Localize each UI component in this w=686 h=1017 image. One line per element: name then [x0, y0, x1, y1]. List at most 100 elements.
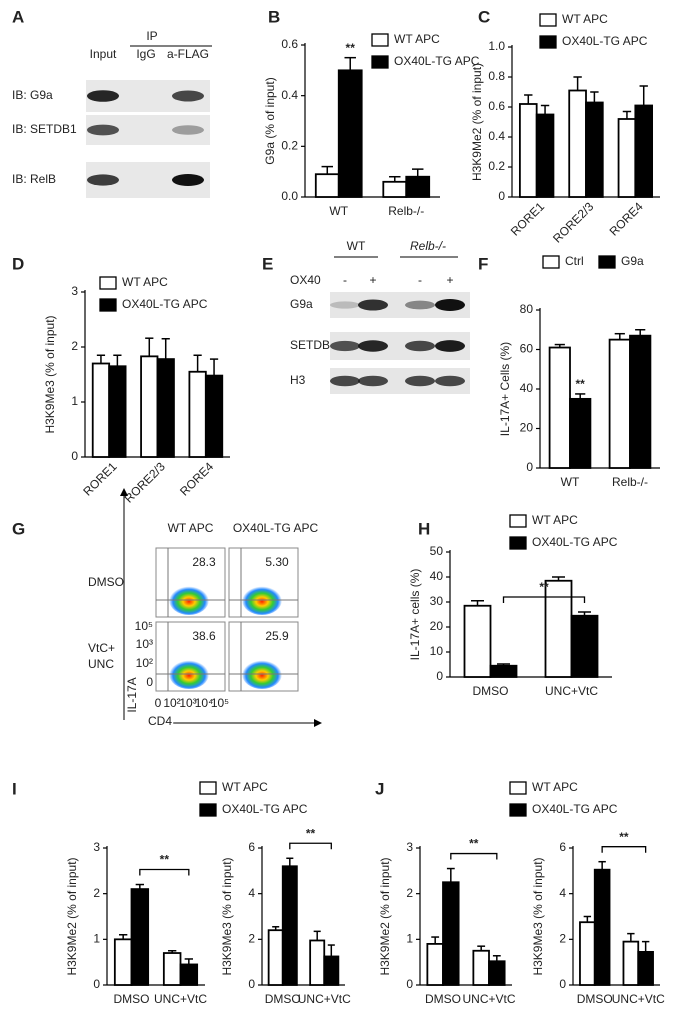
significance: **	[576, 377, 586, 391]
bar	[113, 938, 133, 986]
y-axis-label: IL-17A+ cells (%)	[408, 569, 422, 661]
x-tick-label: RORE4	[177, 459, 216, 498]
x-tick-label: RORE2/3	[122, 459, 168, 505]
panel-label: F	[478, 254, 488, 273]
legend-label: OX40L-TG APC	[532, 802, 618, 816]
y-tick-label: 0.0	[281, 189, 298, 203]
x-tick-label: Relb-/-	[612, 475, 648, 489]
significance: **	[539, 580, 549, 594]
legend-label: OX40L-TG APC	[394, 54, 480, 68]
y-tick-label: 10²	[136, 656, 153, 670]
blot-band	[330, 340, 360, 352]
bar	[544, 579, 573, 678]
legend-swatch	[509, 514, 527, 528]
panel-label: E	[262, 254, 273, 273]
bar	[442, 881, 460, 986]
y-tick-label: 0.6	[488, 99, 505, 113]
blot-band	[172, 90, 204, 102]
legend-label: OX40L-TG APC	[532, 535, 618, 549]
y-tick-label: 1	[71, 394, 78, 408]
bar	[337, 69, 363, 198]
bar	[382, 180, 408, 198]
significance: **	[619, 830, 629, 844]
blot-band	[87, 90, 119, 102]
legend-swatch	[509, 803, 527, 817]
bar	[267, 929, 284, 986]
legend-label: WT APC	[532, 780, 578, 794]
panel-label: H	[418, 519, 430, 538]
legend-label: WT APC	[532, 513, 578, 527]
bar	[463, 604, 492, 678]
y-tick-label: 2	[406, 886, 413, 900]
lane-label: Input	[90, 47, 117, 61]
blot-band	[330, 301, 360, 309]
y-tick-label: 4	[248, 886, 255, 900]
bar	[535, 113, 555, 198]
panel-label: J	[375, 779, 384, 798]
blot-band	[435, 375, 465, 387]
y-tick-label: 10³	[136, 637, 153, 651]
y-tick-label: 0	[248, 977, 255, 991]
y-tick-label: 40	[430, 569, 444, 583]
ip-header: IP	[146, 29, 157, 43]
significance-bracket	[601, 846, 647, 853]
x-tick-label: UNC+VtC	[298, 992, 351, 1006]
bar	[570, 614, 599, 678]
bar	[204, 374, 224, 458]
bar	[585, 101, 604, 198]
y-axis-label: IL-17A	[125, 677, 139, 712]
blot-row-label: SETDB1	[290, 338, 337, 352]
bar	[405, 175, 431, 198]
legend-swatch	[509, 536, 527, 550]
panel-label: A	[12, 7, 24, 26]
blot-band	[172, 174, 204, 186]
legend-swatch	[371, 33, 389, 47]
y-tick-label: 80	[520, 302, 534, 316]
x-tick-label: UNC+VtC	[462, 992, 515, 1006]
treatment-level: -	[343, 273, 347, 287]
quadrant-value: 5.30	[265, 555, 289, 569]
y-tick-label: 3	[71, 284, 78, 298]
legend-swatch	[539, 35, 557, 49]
y-tick-label: 1	[93, 932, 100, 946]
bar	[548, 346, 571, 469]
quadrant-value: 28.3	[192, 555, 216, 569]
x-tick-label: UNC+VtC	[612, 992, 665, 1006]
y-tick-label: 0.4	[281, 88, 298, 102]
x-tick-label: DMSO	[577, 992, 613, 1006]
significance: **	[160, 853, 170, 867]
group-label: Relb-/-	[410, 239, 446, 253]
legend-label: WT APC	[562, 12, 608, 26]
y-tick-label: 2	[248, 932, 255, 946]
blot-row-label: IB: G9a	[12, 88, 53, 102]
treatment-level: -	[418, 273, 422, 287]
blot-band	[405, 375, 435, 387]
x-tick-label: 10³	[179, 696, 196, 710]
bar	[323, 955, 340, 986]
panel-label: C	[478, 7, 490, 26]
bar	[568, 89, 587, 198]
y-axis-label: G9a (% of input)	[263, 77, 277, 164]
x-tick-label: Relb-/-	[388, 204, 424, 218]
significance: **	[346, 41, 356, 55]
blot-row-label: IB: SETDB1	[12, 122, 77, 136]
bar	[488, 960, 506, 986]
bar	[579, 921, 596, 986]
legend-swatch	[199, 781, 217, 795]
y-axis-label: IL-17A+ Cells (%)	[498, 342, 512, 436]
y-tick-label: 0.2	[281, 139, 298, 153]
bar	[634, 104, 654, 198]
bar	[593, 868, 611, 986]
significance-bracket	[450, 852, 498, 860]
y-tick-label: 2	[71, 339, 78, 353]
blot-band	[405, 300, 435, 310]
significance: **	[469, 837, 479, 851]
y-tick-label: 3	[93, 840, 100, 854]
bar	[179, 963, 199, 986]
bar	[314, 173, 340, 198]
x-tick-label: 10²	[163, 696, 180, 710]
x-tick-label: UNC+VtC	[154, 992, 207, 1006]
bar	[140, 355, 159, 458]
x-tick-label: DMSO	[473, 684, 509, 698]
group-label: WT	[347, 239, 366, 253]
